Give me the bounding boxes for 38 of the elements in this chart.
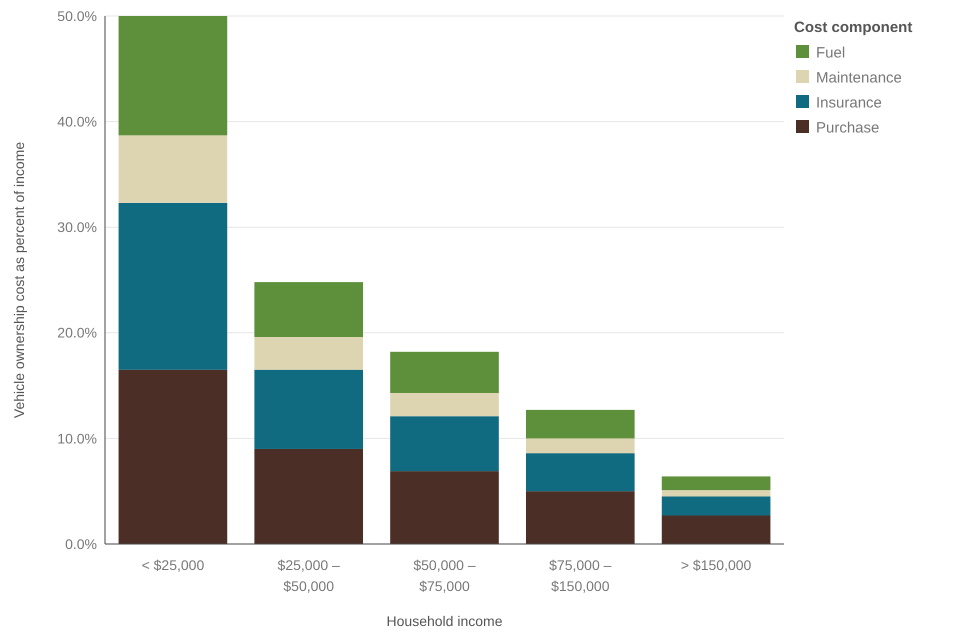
bar	[118, 135, 228, 203]
x-tick-label: $50,000 – $75,000	[413, 557, 476, 594]
bar	[662, 496, 770, 516]
bar	[390, 471, 499, 544]
bar	[118, 202, 228, 370]
bar	[390, 352, 499, 393]
legend-label: Insurance	[816, 94, 882, 112]
bar	[526, 453, 635, 492]
y-tick-label: 20.0%	[57, 324, 97, 341]
legend-label: Fuel	[816, 44, 846, 62]
legend-label: Purchase	[816, 119, 880, 136]
bar	[390, 416, 499, 472]
bar	[526, 410, 635, 438]
bar	[254, 448, 364, 544]
x-tick-label: $75,000 – $150,000	[549, 557, 612, 594]
bar	[662, 476, 770, 490]
bar	[662, 490, 770, 496]
bar	[118, 16, 228, 136]
bar	[118, 370, 228, 544]
y-tick-label: 30.0%	[57, 219, 97, 236]
x-axis-title: Household income	[386, 613, 503, 629]
y-axis-title: Vehicle ownership cost as percent of income	[11, 142, 27, 418]
legend-title: Cost component	[794, 19, 912, 36]
x-tick-label: $25,000 – $50,000	[278, 557, 340, 594]
bar	[254, 370, 364, 449]
bar	[526, 438, 635, 454]
y-tick-label: 10.0%	[57, 430, 97, 446]
bar	[526, 491, 635, 544]
bar	[662, 515, 770, 544]
y-tick-label: 40.0%	[57, 114, 97, 130]
bar	[254, 282, 364, 338]
x-tick-label: < $25,000	[142, 557, 204, 573]
legend-label: Maintenance	[816, 69, 902, 86]
x-tick-label: > $150,000	[680, 557, 752, 573]
bar	[254, 337, 364, 370]
y-tick-label: 50.0%	[57, 8, 97, 24]
bar	[390, 392, 499, 416]
y-tick-label: 0.0%	[65, 536, 97, 552]
